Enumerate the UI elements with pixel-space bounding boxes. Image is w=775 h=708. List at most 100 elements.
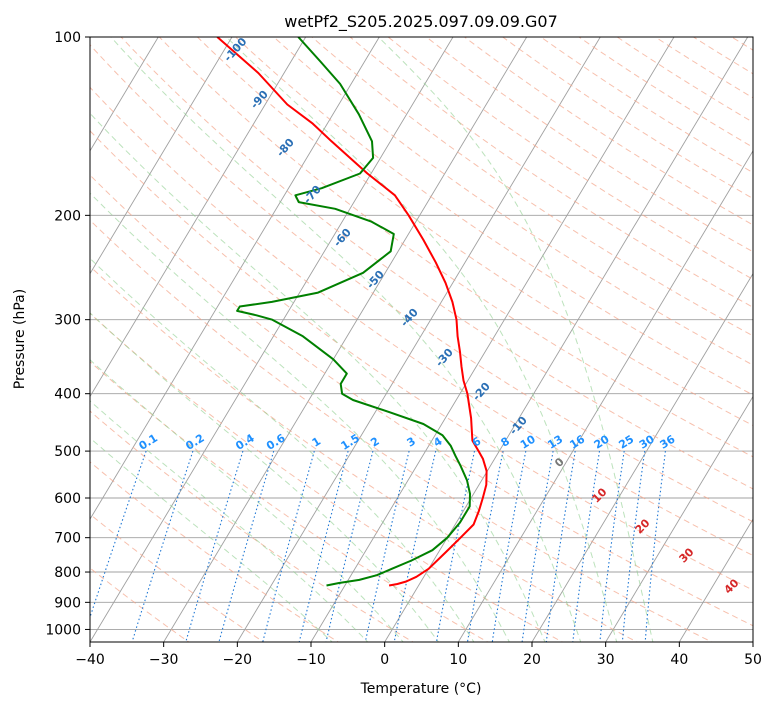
mixing-ratio-label: 1.5 [339,431,362,452]
dry-adiabat-label: -80 [274,136,297,160]
dry-adiabat-line [90,174,753,627]
x-tick-label: 30 [597,652,615,668]
mixing-ratio-line [644,451,666,642]
mixing-ratio-label: 36 [658,432,678,451]
dry-adiabat-line [730,37,753,51]
mixing-ratio-label: 3 [405,435,418,450]
mixing-ratio-label: 1 [310,435,323,450]
mixing-ratio-line [491,450,527,642]
temperature-profile-line [216,37,488,587]
mixing-ratio-label: 10 [518,432,538,451]
dry-adiabat-line [578,37,753,148]
mixing-ratio-line [364,450,410,642]
plot-lines [0,37,753,642]
isotherm-line [90,37,159,152]
mixing-ratio-label: 16 [567,432,587,451]
dry-adiabat-line [501,37,753,200]
dry-adiabat-line [90,44,753,523]
x-tick-label: 50 [744,652,762,668]
dry-adiabat-label: -50 [364,268,387,292]
mixing-ratio-line [599,451,625,642]
dry-adiabat-line [90,360,489,642]
x-tick-label: 20 [523,652,541,668]
isotherm-line [678,518,753,642]
dry-adiabat-line [425,37,753,253]
mixing-ratio-label: 8 [499,435,512,450]
y-tick-label: 900 [54,595,81,611]
dry-adiabat-label: -20 [470,380,493,404]
dewpoint-profile-line [236,37,471,587]
mixing-ratio-line [572,451,601,642]
mixing-ratio-line [545,451,576,642]
dry-adiabat-label: -100 [221,35,249,64]
moist-adiabat-line [90,400,369,642]
dry-adiabat-line [311,37,753,337]
y-axis-label: Pressure (hPa) [12,289,28,389]
isotherm-line [457,149,753,642]
y-tick-label: 1000 [45,622,81,638]
isotherm-line [90,37,454,642]
x-axis-label: Temperature (°C) [360,681,482,697]
dry-adiabat-label: -30 [433,346,456,370]
dry-adiabat-line [90,265,639,642]
mixing-ratio-label: 0.6 [264,431,288,453]
dry-adiabat-line [90,461,340,642]
mixing-ratio-line [621,451,646,642]
moist-adiabat-line [90,359,404,642]
dry-adiabat-line [158,37,753,458]
dry-adiabat-label: -90 [248,88,271,112]
isotherm-line [163,37,528,642]
plot-frame [89,36,754,643]
mixing-ratio-line [466,450,504,642]
x-tick-label: −20 [223,652,253,668]
y-tick-label: 300 [54,313,81,329]
x-tick-label: −10 [296,652,326,668]
mixing-ratio-label: 30 [637,432,657,451]
moist-adiabat-label: 40 [722,576,742,596]
isotherm-line [90,37,380,521]
dry-adiabat-line [90,410,414,642]
x-tick-label: −40 [75,652,105,668]
moist-adiabat-label: 10 [590,485,610,505]
y-tick-label: 100 [54,30,81,46]
moist-adiabat-line [90,192,510,642]
x-tick-label: 10 [449,652,467,668]
isotherm-line [384,37,749,642]
x-tick-label: −30 [149,652,179,668]
dry-adiabat-line [90,130,753,591]
moist-adiabat-line [90,437,333,642]
dry-adiabat-line [120,37,753,490]
mixing-ratio-label: 6 [470,434,484,449]
isotherm-line [531,272,753,642]
mixing-ratio-label: 0.1 [137,431,160,452]
mixing-ratio-line [218,450,275,642]
x-tick-label: 40 [670,652,688,668]
dry-adiabat-label: -60 [331,226,354,250]
dry-adiabat-line [272,37,753,366]
isotherm-line [90,37,307,398]
y-tick-label: 700 [54,531,81,547]
dry-adiabat-line [90,219,713,642]
chart-title: wetPf2_S205.2025.097.09.09.G07 [284,12,558,32]
mixing-ratio-line [131,450,194,642]
isotherm-line [0,37,11,642]
y-tick-label: 600 [54,491,81,507]
y-tick-label: 800 [54,565,81,581]
dry-adiabat-line [463,37,753,226]
y-tick-label: 400 [54,387,81,403]
mixing-ratio-label: 25 [616,433,636,452]
moist-adiabat-line [90,257,475,642]
isotherm-line [90,37,233,275]
dry-adiabat-line [90,567,190,642]
isotherm-line [236,37,601,642]
isotherm-line [752,641,753,642]
moist-adiabat-line [90,112,546,642]
dry-adiabat-line [539,37,753,174]
mixing-ratio-line [325,450,374,642]
dry-adiabat-line [387,37,753,280]
moist-adiabat-label: 0 [552,455,567,470]
moist-adiabat-line [378,37,654,642]
isotherm-line [605,395,753,642]
moist-adiabat-line [226,37,618,642]
